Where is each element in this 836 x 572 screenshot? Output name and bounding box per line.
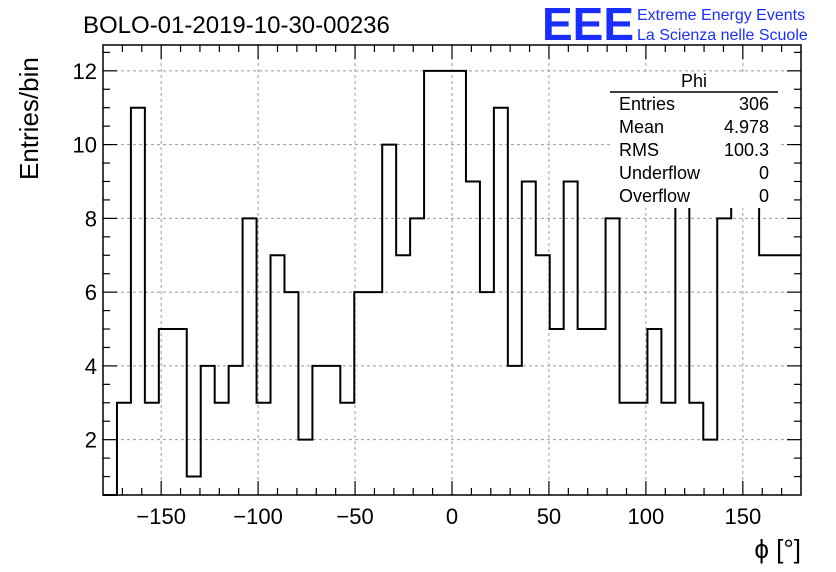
stats-label: RMS: [619, 140, 659, 160]
eee-logo-mark: EEE: [542, 0, 634, 50]
stats-value: 100.3: [724, 140, 769, 160]
stats-label: Overflow: [619, 186, 691, 206]
histogram-outline: [103, 69, 801, 496]
y-tick-label: 10: [73, 133, 97, 158]
stats-value: 4.978: [724, 117, 769, 137]
x-axis-label: ϕ [°]: [754, 534, 801, 564]
logo-line-2: La Scienza nelle Scuole: [637, 27, 808, 44]
stats-rows: Entries 306 Mean 4.978 RMS 100.3 Underflow 0 Ove…: [619, 94, 769, 206]
y-tick-label: 12: [73, 59, 97, 84]
y-tick-label: 8: [85, 206, 97, 231]
stats-value: 0: [759, 186, 769, 206]
x-tick-label: −150: [136, 504, 186, 529]
y-tick-labels: 2 4 6 8 10 12: [73, 59, 97, 453]
y-axis-label: Entries/bin: [14, 57, 44, 180]
stats-label: Mean: [619, 117, 664, 137]
x-tick-label: 0: [446, 504, 458, 529]
y-tick-label: 4: [85, 354, 97, 379]
axis-ticks: [103, 45, 801, 495]
stats-box: Phi Entries 306 Mean 4.978 RMS 100.3 Underflow…: [610, 71, 778, 208]
chart-title: BOLO-01-2019-10-30-00236: [83, 12, 390, 39]
x-tick-label: 50: [537, 504, 561, 529]
stats-label: Underflow: [619, 163, 701, 183]
x-tick-labels: −150 −100 −50 0 50 100 150: [136, 504, 761, 529]
logo-line-1: Extreme Energy Events: [637, 7, 805, 24]
stats-value: 0: [759, 163, 769, 183]
stats-value: 306: [739, 94, 769, 114]
x-tick-label: −100: [233, 504, 283, 529]
stats-title: Phi: [681, 71, 707, 91]
y-tick-label: 6: [85, 280, 97, 305]
stats-label: Entries: [619, 94, 675, 114]
x-tick-label: 100: [628, 504, 665, 529]
x-tick-label: 150: [724, 504, 761, 529]
x-tick-label: −50: [336, 504, 373, 529]
y-tick-label: 2: [85, 428, 97, 453]
